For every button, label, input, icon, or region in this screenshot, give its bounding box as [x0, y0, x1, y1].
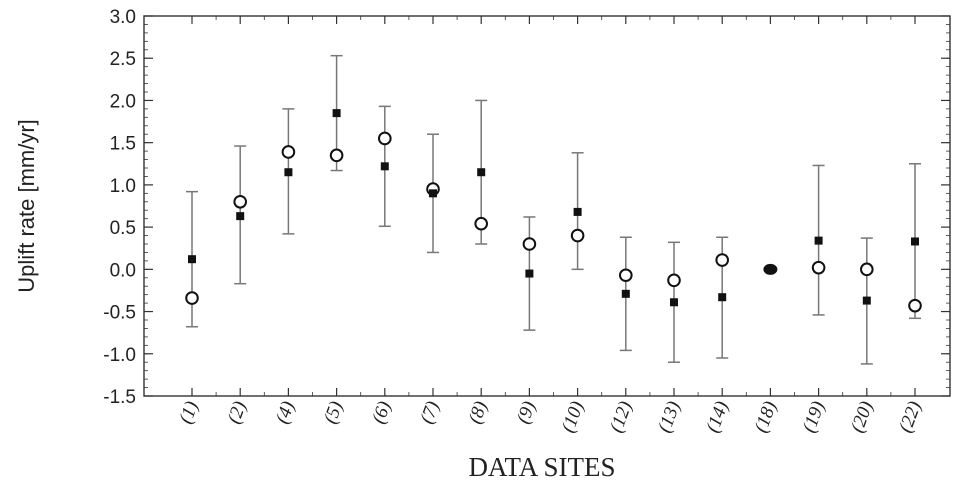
x-tick-label: (22) [895, 399, 926, 436]
x-tick-label: (19) [799, 399, 830, 436]
open-circle-point [715, 253, 730, 267]
y-tick-label: 0.5 [110, 218, 136, 239]
square-point [284, 168, 293, 177]
open-circle-point [667, 273, 681, 288]
y-axis-ticks: -1.5 -1.0 -0.5 0.0 0.5 1.0 1.5 2.0 2.5 3.0 [103, 7, 950, 408]
open-circle-point [570, 228, 585, 243]
x-tick-label: (7) [416, 399, 443, 427]
square-point [670, 298, 678, 307]
square-point [429, 189, 437, 198]
y-tick-label: 2.5 [110, 49, 136, 70]
open-circle-point [811, 260, 826, 275]
square-point [718, 293, 727, 302]
x-tick-label: (20) [847, 399, 878, 436]
square-point [236, 212, 245, 221]
y-tick-label: 0.0 [110, 260, 136, 281]
x-tick-label: (4) [272, 399, 299, 427]
plot-border [143, 15, 951, 397]
open-circle-point [329, 148, 344, 163]
data-marks [185, 54, 922, 365]
x-tick-label: (9) [513, 399, 540, 427]
square-point [477, 168, 486, 177]
x-tick-label: (14) [702, 399, 733, 436]
open-circle-point [522, 237, 537, 251]
x-tick-label: (1) [175, 399, 202, 427]
open-circle-point [908, 298, 922, 313]
open-circle-point [233, 194, 247, 209]
y-tick-label: 2.0 [110, 91, 136, 112]
open-circle-point [619, 268, 633, 283]
x-tick-label: (18) [751, 399, 782, 436]
x-tick-label: (5) [320, 399, 347, 427]
square-point [911, 237, 919, 246]
plot-frame [143, 15, 951, 397]
square-point [380, 162, 389, 171]
y-tick-label: 3.0 [110, 7, 136, 28]
open-circle-point [185, 291, 199, 305]
square-point [573, 207, 582, 216]
square-point [814, 236, 823, 245]
square-point [525, 269, 534, 278]
open-circle-point [378, 131, 392, 146]
y-tick-label: 1.5 [110, 134, 136, 155]
open-circle-point [474, 216, 489, 231]
open-circle-point [860, 262, 874, 277]
y-tick-label: -1.0 [103, 345, 136, 366]
x-tick-label: (13) [654, 399, 685, 436]
x-tick-label: (8) [465, 399, 492, 427]
x-tick-label: (2) [224, 399, 251, 427]
y-tick-label: 1.0 [110, 176, 136, 197]
x-tick-label: (12) [606, 399, 637, 436]
x-tick-label: (10) [558, 399, 589, 436]
square-point [862, 296, 871, 305]
y-tick-label: -1.5 [103, 387, 136, 408]
filled-circle-point [763, 263, 778, 275]
y-tick-label: -0.5 [103, 303, 136, 324]
square-point [621, 289, 630, 298]
x-axis-label: DATA SITES [468, 452, 615, 482]
x-tick-label: (6) [368, 399, 395, 427]
square-point [188, 255, 196, 264]
open-circle-point [281, 145, 296, 159]
square-point [332, 109, 341, 118]
y-axis-label: Uplift rate [mm/yr] [14, 119, 39, 293]
